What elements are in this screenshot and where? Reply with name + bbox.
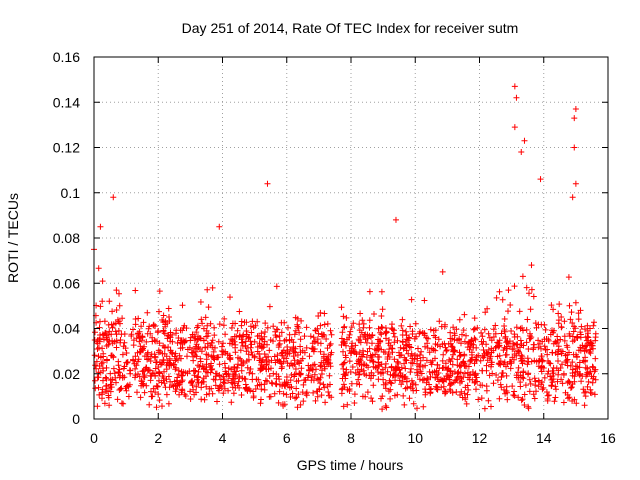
y-tick-label: 0 [72,411,80,427]
roti-peak-point [264,180,271,187]
x-tick-label: 4 [219,430,227,446]
roti-peak-point [521,137,528,144]
roti-peak-point [571,115,578,122]
y-tick-label: 0.16 [53,49,80,65]
roti-peak-point [97,223,104,230]
y-tick-label: 0.04 [53,321,80,337]
roti-peak-point [392,216,399,223]
x-tick-label: 16 [600,430,616,446]
chart-title: Day 251 of 2014, Rate Of TEC Index for r… [182,20,519,36]
x-tick-label: 8 [347,430,355,446]
roti-peak-point [110,194,117,201]
x-tick-label: 12 [472,430,488,446]
roti-peak-point [216,223,223,230]
roti-peak-point [569,194,576,201]
roti-peak-point [572,106,579,113]
roti-peak-point [537,176,544,183]
x-tick-label: 0 [90,430,98,446]
x-tick-label: 2 [154,430,162,446]
roti-peak-point [572,180,579,187]
roti-peak-point [518,149,525,156]
y-tick-label: 0.02 [53,366,80,382]
y-tick-label: 0.08 [53,230,80,246]
y-tick-label: 0.14 [53,94,80,110]
data-points [91,83,599,413]
y-tick-label: 0.12 [53,140,80,156]
roti-peak-point [513,94,520,101]
y-tick-label: 0.1 [61,185,81,201]
axis-ticks: 0 2 4 6 8 10 12 14 16 0 0.02 0.04 0.06 0.08 0.1 0.12 0.1… [53,49,616,446]
y-axis-label: ROTI / TECUs [5,193,21,283]
roti-point-cloud [91,262,599,413]
roti-peak-point [571,144,578,151]
y-tick-label: 0.06 [53,275,80,291]
roti-peak-point [511,83,518,90]
x-tick-label: 6 [283,430,291,446]
x-tick-label: 10 [407,430,423,446]
x-axis-label: GPS time / hours [297,457,404,473]
grid-lines [94,57,608,419]
x-tick-label: 14 [536,430,552,446]
roti-peak-point [511,124,518,131]
